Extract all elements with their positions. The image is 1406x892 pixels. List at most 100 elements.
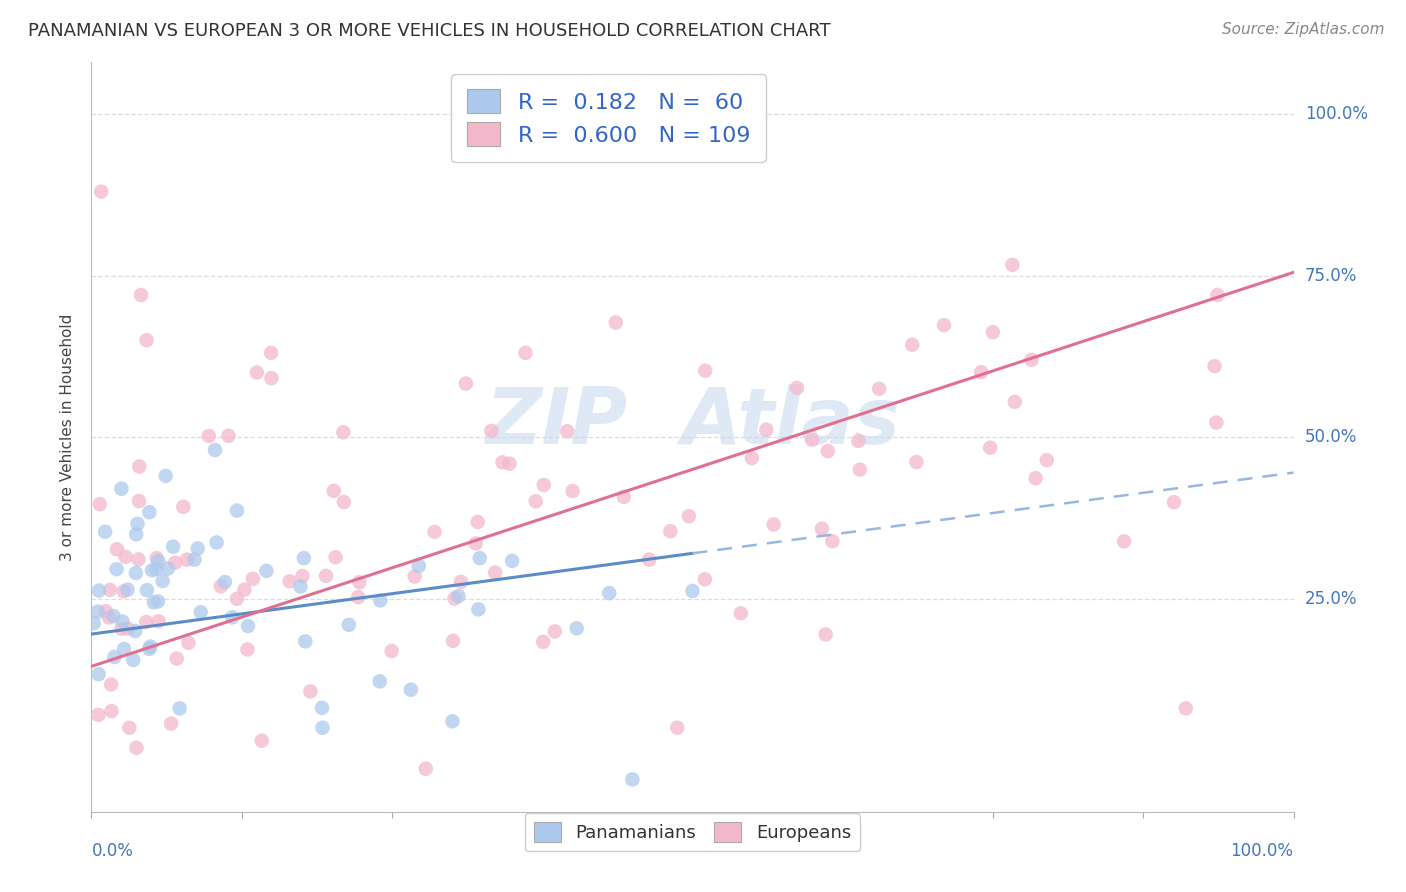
Point <box>368 674 391 689</box>
Point <box>214 575 236 590</box>
Y-axis label: 3 or more Vehicles in Household: 3 or more Vehicles in Household <box>60 313 76 561</box>
Point <box>868 382 890 396</box>
Point <box>111 615 134 629</box>
Point <box>176 552 198 566</box>
Point <box>162 540 184 554</box>
Point <box>145 562 167 576</box>
Point <box>533 478 555 492</box>
Point <box>315 569 337 583</box>
Point <box>381 644 404 658</box>
Point <box>94 604 117 618</box>
Point <box>105 562 128 576</box>
Point <box>443 591 465 606</box>
Point <box>311 721 333 735</box>
Text: 25.0%: 25.0% <box>1305 590 1357 607</box>
Point <box>226 503 249 517</box>
Point <box>322 483 344 498</box>
Point <box>347 591 370 605</box>
Point <box>1204 359 1226 373</box>
Point <box>1174 701 1197 715</box>
Point <box>172 500 194 514</box>
Point <box>1206 288 1229 302</box>
Point <box>1021 352 1043 367</box>
Point <box>260 371 283 385</box>
Point <box>139 640 162 654</box>
Point <box>87 667 110 681</box>
Point <box>124 624 146 638</box>
Point <box>98 582 121 597</box>
Point <box>755 423 778 437</box>
Point <box>484 566 506 580</box>
Point <box>730 607 752 621</box>
Point <box>524 494 547 508</box>
Point <box>204 442 226 457</box>
Text: ZIP  Atlas: ZIP Atlas <box>485 384 900 460</box>
Point <box>762 517 785 532</box>
Point <box>236 642 259 657</box>
Point <box>165 556 187 570</box>
Point <box>87 707 110 722</box>
Point <box>1114 534 1136 549</box>
Point <box>561 483 583 498</box>
Point <box>103 609 125 624</box>
Point <box>148 554 170 568</box>
Point <box>114 549 136 564</box>
Point <box>598 586 620 600</box>
Point <box>337 617 360 632</box>
Point <box>979 441 1001 455</box>
Point <box>127 516 149 531</box>
Point <box>260 346 283 360</box>
Point <box>821 534 844 549</box>
Point <box>117 582 139 597</box>
Point <box>399 682 422 697</box>
Point <box>423 524 446 539</box>
Point <box>198 429 221 443</box>
Point <box>160 716 183 731</box>
Point <box>209 579 232 593</box>
Point <box>1205 416 1227 430</box>
Point <box>415 762 437 776</box>
Point <box>205 535 228 549</box>
Point <box>621 772 644 787</box>
Point <box>142 595 165 609</box>
Point <box>155 468 177 483</box>
Point <box>464 536 486 550</box>
Point <box>112 642 135 657</box>
Point <box>786 381 808 395</box>
Point <box>814 627 837 641</box>
Point <box>87 605 110 619</box>
Point <box>905 455 928 469</box>
Point <box>112 584 135 599</box>
Point <box>145 551 167 566</box>
Point <box>89 497 111 511</box>
Point <box>187 541 209 556</box>
Point <box>100 704 122 718</box>
Point <box>125 740 148 755</box>
Point <box>404 569 426 583</box>
Point <box>801 433 824 447</box>
Point <box>447 589 470 603</box>
Point <box>83 616 105 631</box>
Point <box>250 733 273 747</box>
Point <box>441 633 464 648</box>
Point <box>368 593 391 607</box>
Point <box>135 615 157 629</box>
Point <box>218 429 240 443</box>
Point <box>110 622 132 636</box>
Point <box>678 509 700 524</box>
Point <box>128 459 150 474</box>
Point <box>127 552 149 566</box>
Point <box>544 624 567 639</box>
Point <box>135 333 157 347</box>
Text: 100.0%: 100.0% <box>1305 105 1368 123</box>
Text: Source: ZipAtlas.com: Source: ZipAtlas.com <box>1222 22 1385 37</box>
Legend: Panamanians, Europeans: Panamanians, Europeans <box>524 814 860 851</box>
Point <box>613 490 636 504</box>
Point <box>94 524 117 539</box>
Point <box>1025 471 1047 485</box>
Point <box>325 550 347 565</box>
Point <box>97 610 120 624</box>
Point <box>1163 495 1185 509</box>
Point <box>135 583 157 598</box>
Point <box>254 564 277 578</box>
